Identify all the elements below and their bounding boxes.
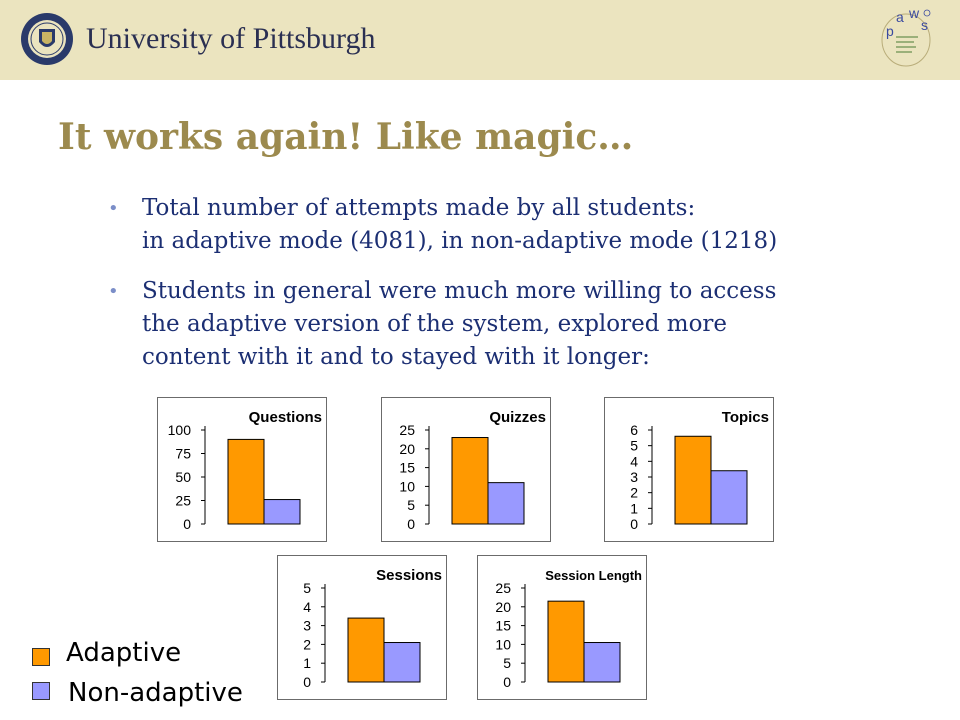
y-tick-label: 25 bbox=[399, 422, 415, 438]
legend-swatch-non-adaptive bbox=[32, 682, 50, 700]
y-tick-label: 5 bbox=[503, 655, 511, 671]
paws-letter-w: w bbox=[908, 5, 920, 21]
y-tick-label: 75 bbox=[175, 446, 191, 462]
bullet-attempts: • Total number of attempts made by all s… bbox=[108, 192, 928, 258]
bullet-line: content with it and to stayed with it lo… bbox=[142, 344, 650, 370]
y-tick-label: 3 bbox=[630, 469, 638, 485]
chart-svg: Sessions 0 1 2 3 4 5 bbox=[303, 567, 442, 690]
bullet-willingness: • Students in general were much more wil… bbox=[108, 275, 928, 374]
bullet-line: in adaptive mode (4081), in non-adaptive… bbox=[142, 228, 778, 254]
university-seal-icon bbox=[21, 13, 73, 65]
bar-non-adaptive bbox=[263, 499, 301, 525]
bullet-dot-icon: • bbox=[108, 281, 119, 302]
y-tick-label: 5 bbox=[407, 497, 415, 513]
bar-non-adaptive bbox=[487, 482, 525, 525]
y-tick-label: 100 bbox=[168, 422, 192, 438]
paws-logo-icon: p a w s bbox=[881, 5, 931, 67]
chart-svg: Quizzes 0 5 10 15 20 25 bbox=[399, 409, 546, 532]
slide-title: It works again! Like magic… bbox=[58, 116, 634, 158]
y-tick-label: 1 bbox=[630, 500, 638, 516]
paws-letter-p: p bbox=[886, 23, 894, 39]
chart-svg: Session Length 0 5 10 15 20 25 bbox=[495, 568, 642, 690]
chart-title: Quizzes bbox=[489, 409, 546, 426]
chart-title: Questions bbox=[249, 409, 322, 426]
y-tick-label: 0 bbox=[183, 516, 191, 532]
bar-adaptive bbox=[547, 600, 585, 683]
y-tick-label: 3 bbox=[303, 618, 311, 634]
y-tick-label: 0 bbox=[630, 516, 638, 532]
y-tick-label: 4 bbox=[630, 453, 638, 469]
bar-adaptive bbox=[347, 617, 385, 683]
bullet-dot-icon: • bbox=[108, 198, 119, 219]
y-tick-label: 6 bbox=[630, 422, 638, 438]
chart-questions: Questions 0 25 50 75 100 bbox=[157, 397, 327, 542]
bullet-line: Total number of attempts made by all stu… bbox=[142, 195, 696, 221]
legend-label-non-adaptive: Non-adaptive bbox=[68, 678, 243, 708]
y-tick-label: 25 bbox=[495, 580, 511, 596]
y-tick-label: 10 bbox=[495, 636, 511, 652]
bar-non-adaptive bbox=[583, 642, 621, 683]
bullet-line: the adaptive version of the system, expl… bbox=[142, 311, 728, 337]
y-tick-label: 15 bbox=[399, 460, 415, 476]
y-tick-label: 2 bbox=[630, 485, 638, 501]
legend-swatch-adaptive bbox=[32, 648, 50, 666]
y-tick-label: 4 bbox=[303, 599, 311, 615]
header-bar: University of Pittsburgh p a w s bbox=[0, 0, 960, 80]
chart-title: Sessions bbox=[376, 567, 442, 584]
paws-letter-a: a bbox=[896, 9, 904, 25]
chart-sessions: Sessions 0 1 2 3 4 5 bbox=[277, 555, 447, 700]
chart-session-length: Session Length 0 5 10 15 20 25 bbox=[477, 555, 647, 700]
bullet-line: Students in general were much more willi… bbox=[142, 278, 777, 304]
y-tick-label: 20 bbox=[495, 599, 511, 615]
bar-non-adaptive bbox=[710, 470, 748, 525]
y-tick-label: 2 bbox=[303, 636, 311, 652]
y-tick-label: 5 bbox=[303, 580, 311, 596]
y-tick-label: 1 bbox=[303, 655, 311, 671]
bar-non-adaptive bbox=[383, 642, 421, 683]
chart-quizzes: Quizzes 0 5 10 15 20 25 bbox=[381, 397, 551, 542]
chart-svg: Questions 0 25 50 75 100 bbox=[168, 409, 322, 532]
chart-topics: Topics 0 1 2 3 4 5 6 bbox=[604, 397, 774, 542]
y-tick-label: 50 bbox=[175, 469, 191, 485]
y-tick-label: 0 bbox=[407, 516, 415, 532]
university-name: University of Pittsburgh bbox=[86, 22, 376, 55]
bar-adaptive bbox=[674, 435, 712, 525]
bar-adaptive bbox=[451, 437, 489, 525]
y-tick-label: 20 bbox=[399, 441, 415, 457]
y-tick-label: 25 bbox=[175, 493, 191, 509]
y-tick-label: 15 bbox=[495, 618, 511, 634]
y-tick-label: 0 bbox=[303, 674, 311, 690]
chart-title: Topics bbox=[722, 409, 769, 426]
paws-letter-s: s bbox=[921, 17, 928, 33]
y-tick-label: 10 bbox=[399, 478, 415, 494]
chart-title: Session Length bbox=[545, 568, 642, 583]
legend-label-adaptive: Adaptive bbox=[66, 638, 182, 668]
y-tick-label: 5 bbox=[630, 438, 638, 454]
y-tick-label: 0 bbox=[503, 674, 511, 690]
bar-adaptive bbox=[227, 438, 265, 525]
